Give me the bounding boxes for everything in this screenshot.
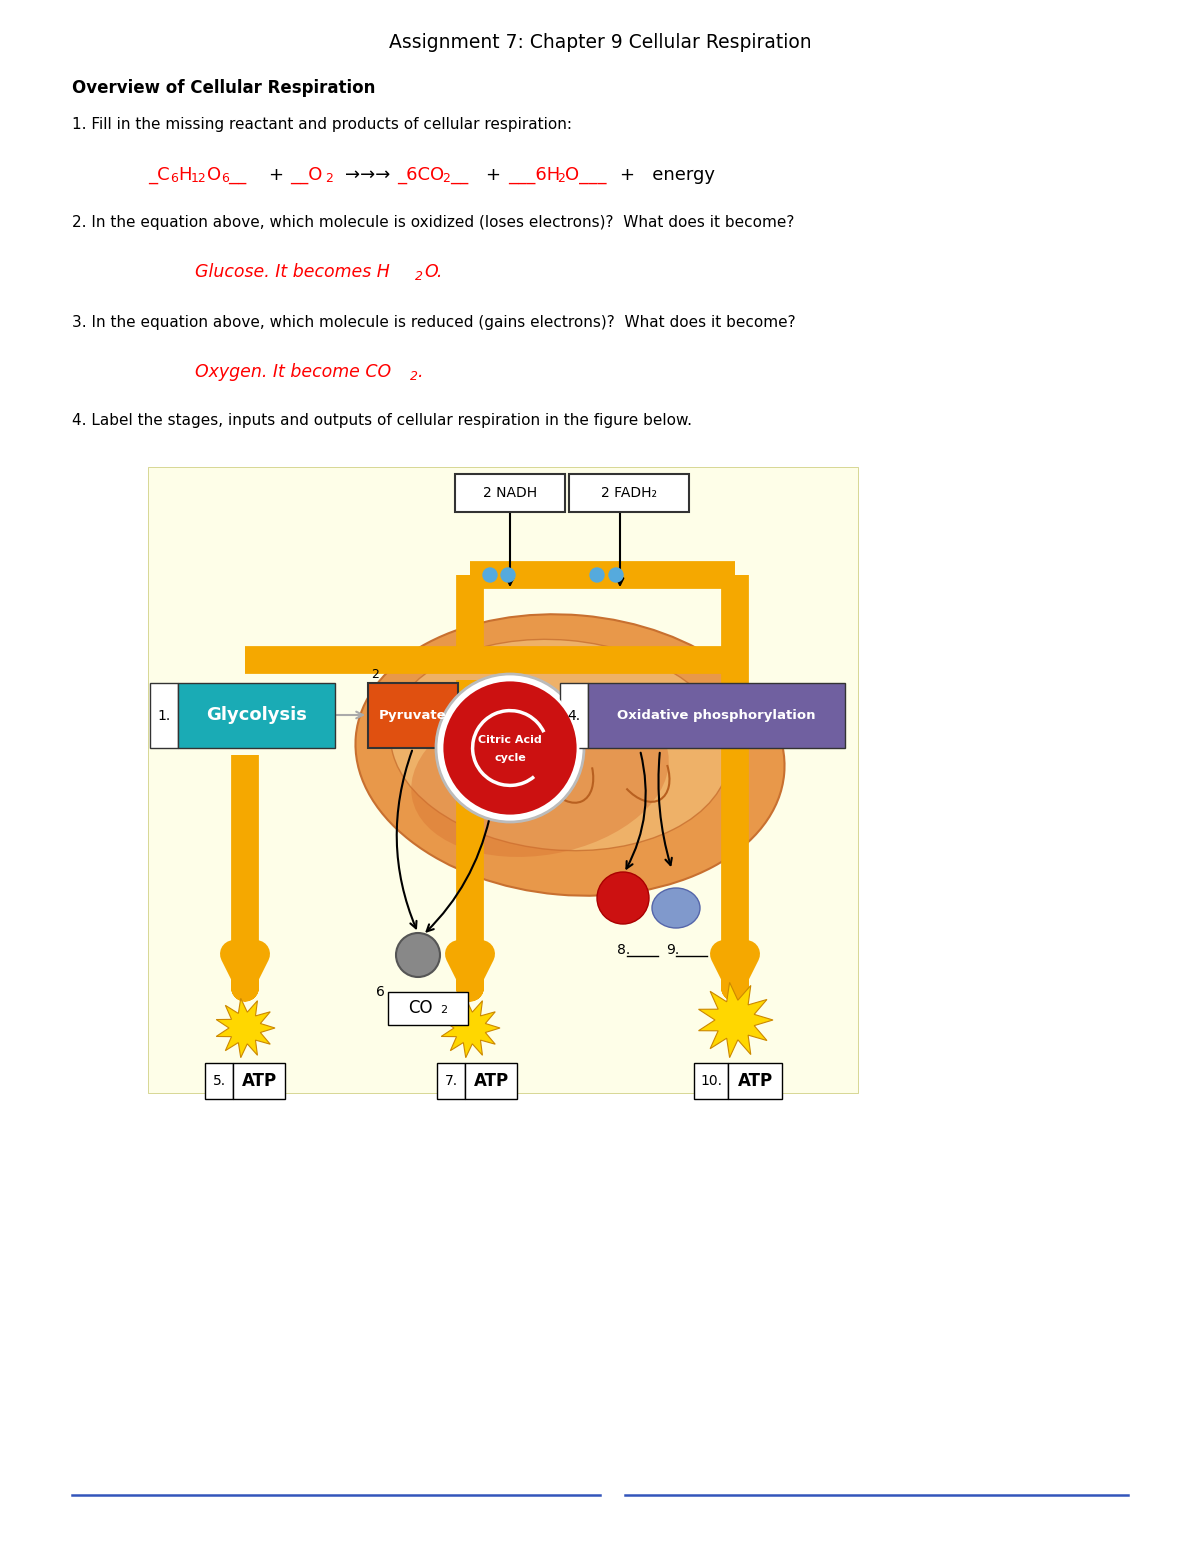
Text: __: __: [450, 166, 468, 183]
Circle shape: [598, 871, 649, 924]
Text: 2: 2: [410, 370, 418, 382]
Text: ATP: ATP: [474, 1072, 509, 1090]
Text: Glycolysis: Glycolysis: [206, 707, 307, 725]
Text: _C: _C: [148, 166, 169, 183]
Text: O: O: [208, 166, 221, 183]
Text: 2: 2: [557, 172, 565, 185]
Text: 7.: 7.: [444, 1075, 457, 1089]
Bar: [368, 683, 458, 749]
Circle shape: [396, 933, 440, 977]
Bar: [466, 1062, 517, 1100]
Text: 2: 2: [440, 1005, 448, 1016]
Bar: [148, 467, 858, 1093]
Ellipse shape: [355, 615, 785, 896]
Text: →→→: →→→: [346, 166, 390, 183]
Text: Citric Acid: Citric Acid: [478, 735, 542, 745]
Ellipse shape: [652, 888, 700, 929]
Text: CO: CO: [408, 999, 432, 1017]
Circle shape: [610, 568, 623, 582]
Bar: [437, 1062, 466, 1100]
Polygon shape: [698, 983, 773, 1058]
Text: Oxygen. It become CO: Oxygen. It become CO: [194, 363, 391, 380]
Text: _6CO: _6CO: [397, 166, 444, 183]
Circle shape: [482, 568, 497, 582]
Bar: [205, 1062, 233, 1100]
Text: __: __: [228, 166, 246, 183]
Text: O.: O.: [424, 262, 443, 281]
Bar: [455, 474, 565, 512]
Text: 9.: 9.: [666, 943, 679, 957]
Text: 2 NADH: 2 NADH: [482, 486, 538, 500]
Ellipse shape: [412, 693, 668, 857]
Text: 2: 2: [415, 270, 424, 283]
Circle shape: [502, 568, 515, 582]
Circle shape: [436, 674, 584, 822]
Text: 2. In the equation above, which molecule is oxidized (loses electrons)?  What do: 2. In the equation above, which molecule…: [72, 214, 794, 230]
Circle shape: [590, 568, 604, 582]
Bar: [388, 992, 468, 1025]
Text: 6: 6: [376, 985, 385, 999]
Circle shape: [442, 680, 578, 815]
Bar: [150, 683, 178, 749]
Text: 6: 6: [170, 172, 178, 185]
Polygon shape: [216, 999, 275, 1058]
Text: 1. Fill in the missing reactant and products of cellular respiration:: 1. Fill in the missing reactant and prod…: [72, 118, 572, 132]
Text: __O: __O: [290, 166, 323, 183]
Text: ATP: ATP: [738, 1072, 773, 1090]
Bar: [588, 683, 845, 749]
Text: O___: O___: [565, 166, 606, 183]
Text: 8.: 8.: [617, 943, 630, 957]
Bar: [233, 1062, 286, 1100]
Text: Pyruvate: Pyruvate: [379, 710, 446, 722]
Text: Glucose. It becomes H: Glucose. It becomes H: [194, 262, 390, 281]
Text: Assignment 7: Chapter 9 Cellular Respiration: Assignment 7: Chapter 9 Cellular Respira…: [389, 33, 811, 51]
Text: 1.: 1.: [157, 708, 170, 722]
Text: +   energy: + energy: [620, 166, 715, 183]
Text: 2: 2: [442, 172, 450, 185]
Text: 2: 2: [325, 172, 332, 185]
Text: cycle: cycle: [494, 753, 526, 763]
Text: ___6H: ___6H: [508, 166, 560, 183]
Text: 3. In the equation above, which molecule is reduced (gains electrons)?  What doe: 3. In the equation above, which molecule…: [72, 315, 796, 329]
Text: 2 FADH₂: 2 FADH₂: [601, 486, 658, 500]
Text: 10.: 10.: [700, 1075, 722, 1089]
Text: 2: 2: [371, 668, 379, 682]
Text: ATP: ATP: [241, 1072, 276, 1090]
Text: 12: 12: [191, 172, 206, 185]
Text: H: H: [178, 166, 192, 183]
Bar: [178, 683, 335, 749]
Text: 4.: 4.: [568, 708, 581, 722]
Text: Overview of Cellular Respiration: Overview of Cellular Respiration: [72, 79, 376, 96]
Text: +: +: [485, 166, 500, 183]
Text: 4. Label the stages, inputs and outputs of cellular respiration in the figure be: 4. Label the stages, inputs and outputs …: [72, 413, 692, 427]
Bar: [560, 683, 588, 749]
Polygon shape: [442, 999, 500, 1058]
Text: .: .: [418, 363, 424, 380]
Text: 6: 6: [221, 172, 229, 185]
Text: +: +: [268, 166, 283, 183]
Ellipse shape: [390, 640, 730, 851]
Bar: [569, 474, 689, 512]
Bar: [694, 1062, 728, 1100]
Text: 5.: 5.: [212, 1075, 226, 1089]
Text: Oxidative phosphorylation: Oxidative phosphorylation: [617, 710, 816, 722]
Bar: [728, 1062, 782, 1100]
